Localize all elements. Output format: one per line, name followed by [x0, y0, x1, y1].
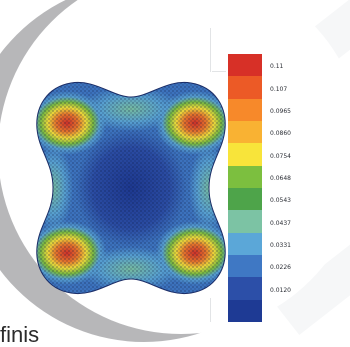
- legend-swatch: [228, 120, 262, 144]
- legend-swatch: [228, 54, 262, 77]
- legend-color-bar: [228, 54, 262, 322]
- legend-swatch: [228, 143, 262, 166]
- legend-swatch: [228, 210, 262, 233]
- legend-label: 0.0965: [270, 108, 291, 115]
- legend-label: 0.0226: [270, 264, 291, 272]
- legend-swatch: [228, 277, 262, 300]
- legend-label: 0.0543: [270, 197, 291, 205]
- legend-swatch: [228, 187, 262, 211]
- legend-label: 0.11: [270, 63, 284, 71]
- panel-divider: [210, 298, 211, 322]
- legend-label: 0.107: [270, 85, 288, 93]
- legend-label: 0.0437: [270, 219, 291, 227]
- legend-swatch: [228, 76, 262, 99]
- caption-text: finis: [0, 322, 40, 347]
- legend-label: 0.0120: [270, 286, 291, 294]
- fem-contour-plot: [36, 81, 226, 295]
- legend-label: 0.0860: [270, 130, 291, 138]
- legend-swatch: [228, 98, 262, 121]
- legend-swatch: [228, 299, 262, 322]
- legend-label: 0.0754: [270, 152, 291, 160]
- legend-swatch: [228, 254, 262, 278]
- panel-divider: [212, 71, 226, 72]
- legend-label: 0.0648: [270, 175, 291, 182]
- legend-label: 0.0331: [270, 242, 291, 249]
- legend-swatch: [228, 165, 262, 188]
- panel-divider: [210, 28, 211, 72]
- legend-swatch: [228, 232, 262, 255]
